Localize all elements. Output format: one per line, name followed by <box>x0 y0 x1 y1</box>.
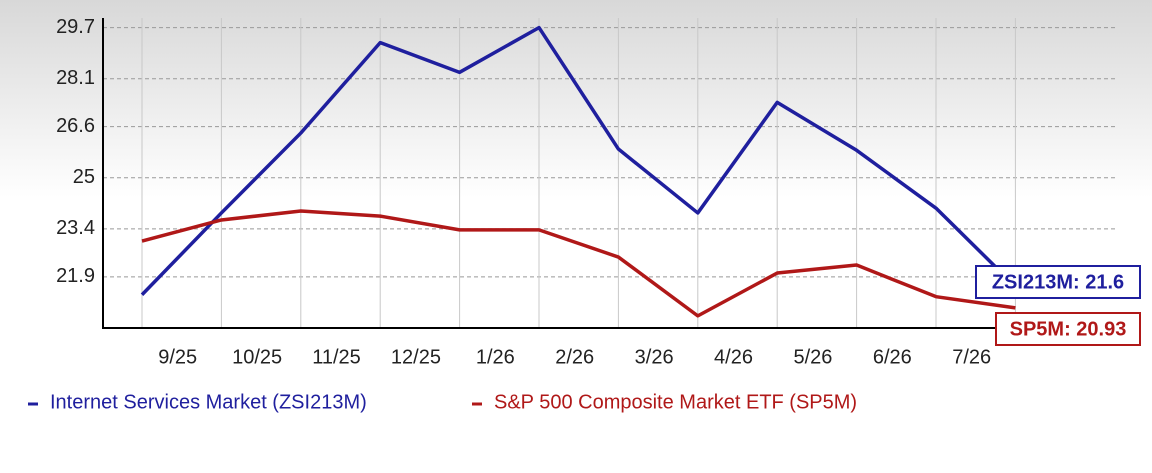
x-tick-label: 3/26 <box>635 346 674 368</box>
x-tick-label: 1/26 <box>476 346 515 368</box>
y-tick-label: 21.9 <box>56 265 95 287</box>
y-tick-label: 26.6 <box>56 115 95 137</box>
y-tick-label: 23.4 <box>56 217 95 239</box>
line-series <box>141 209 1016 318</box>
y-tick-label: 25 <box>73 166 95 188</box>
x-tick-label: 4/26 <box>714 346 753 368</box>
legend-label: Internet Services Market (ZSI213M) <box>50 391 367 413</box>
end-label: ZSI213M: 21.6 <box>992 271 1124 293</box>
line-series <box>140 25 1017 296</box>
y-tick-label: 28.1 <box>56 67 95 89</box>
x-tick-label: 9/25 <box>158 346 197 368</box>
end-label-box <box>975 265 1141 299</box>
x-tick-label: 11/25 <box>312 346 361 368</box>
x-tick-label: 2/26 <box>555 346 594 368</box>
grid <box>103 18 1115 328</box>
x-tick-label: 7/26 <box>952 346 991 368</box>
x-tick-label: 6/26 <box>873 346 912 368</box>
y-tick-label: 29.7 <box>56 16 95 38</box>
plot-background <box>0 0 1152 330</box>
end-label: SP5M: 20.93 <box>1010 318 1127 340</box>
x-tick-label: 5/26 <box>793 346 832 368</box>
legend-label: S&P 500 Composite Market ETF (SP5M) <box>494 391 857 413</box>
x-tick-label: 12/25 <box>391 346 441 368</box>
x-tick-label: 10/25 <box>232 346 282 368</box>
end-label-box <box>995 312 1141 346</box>
